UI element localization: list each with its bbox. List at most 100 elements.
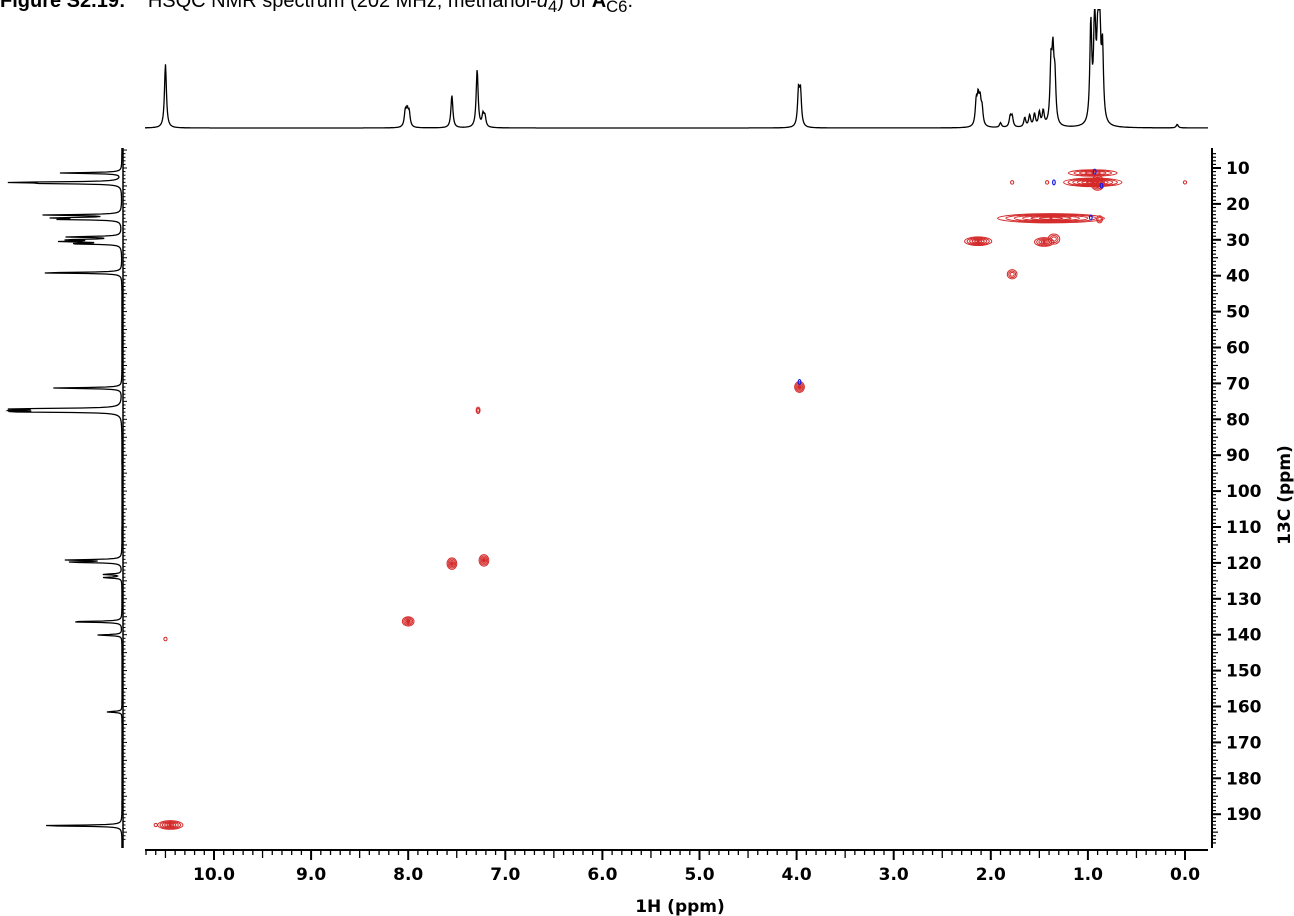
negative-peak — [1052, 179, 1056, 186]
contour-ring — [964, 236, 993, 247]
contour-ring — [1051, 236, 1057, 242]
contour-ring — [161, 821, 179, 829]
cross-peak — [401, 616, 415, 627]
contour-ring — [795, 382, 804, 392]
contour-ring — [969, 238, 988, 245]
contour-ring — [1005, 213, 1097, 223]
y-tick-label: 30 — [1226, 231, 1250, 251]
contour-ring — [476, 407, 480, 413]
cross-peak — [1090, 175, 1105, 191]
y-tick-label: 160 — [1226, 698, 1262, 718]
contour-ring — [475, 406, 481, 415]
contour-ring — [478, 554, 490, 567]
contour-ring — [1096, 215, 1103, 224]
y-tick-label: 100 — [1226, 482, 1262, 502]
x-tick-label: 9.0 — [296, 865, 326, 885]
contour-ring — [446, 557, 458, 570]
contour-core — [976, 239, 980, 244]
y-tick-label: 20 — [1226, 195, 1250, 215]
contour-core — [168, 822, 172, 828]
h1-projection-spectrum — [145, 9, 1208, 129]
cross-peak — [1006, 269, 1018, 280]
y-tick-label: 130 — [1226, 590, 1262, 610]
y-tick-label: 60 — [1226, 339, 1250, 359]
cross-peak — [964, 236, 993, 247]
y-tick-label: 150 — [1226, 662, 1262, 682]
x-tick-label: 8.0 — [393, 865, 423, 885]
contour-ring — [1006, 269, 1018, 280]
contour-ring — [403, 617, 414, 626]
y-tick-label: 80 — [1226, 410, 1250, 430]
cross-peak — [163, 636, 168, 642]
y-tick-label: 10 — [1226, 159, 1250, 179]
contour-ring — [1010, 180, 1015, 185]
cross-peak — [1182, 180, 1188, 185]
c13-projection-axis — [122, 148, 127, 848]
contour-ring — [1033, 237, 1055, 247]
contour-core — [1042, 239, 1046, 245]
y-tick-label: 110 — [1226, 518, 1262, 538]
cross-peak-contours — [153, 168, 1188, 830]
cross-peak — [794, 381, 805, 393]
cross-peak — [475, 406, 481, 415]
contour-ring — [480, 556, 488, 565]
contour-ring — [1182, 180, 1188, 185]
contour-ring — [1022, 215, 1080, 222]
caption-label: Figure S2.19: — [0, 0, 126, 12]
contour-ring — [1049, 235, 1059, 244]
contour-ring — [153, 822, 158, 828]
contour-ring — [401, 616, 415, 627]
caption-text-after: ) of — [557, 0, 587, 12]
x-tick-label: 4.0 — [782, 865, 812, 885]
contour-ring — [1090, 175, 1105, 191]
contour-core — [406, 619, 410, 624]
y-tick-label: 90 — [1226, 446, 1250, 466]
x-tick-label: 10.0 — [193, 865, 235, 885]
cross-peak — [153, 822, 158, 828]
contour-ring — [1073, 170, 1113, 177]
cross-peak — [1067, 169, 1118, 177]
contour-ring — [1091, 176, 1104, 190]
contour-ring — [1067, 169, 1118, 177]
contour-ring — [1013, 214, 1089, 222]
x-tick-label: 1.0 — [1073, 865, 1103, 885]
c13-projection-spectrum — [5, 148, 123, 848]
cross-peak — [997, 213, 1105, 224]
contour-ring — [1008, 270, 1017, 279]
caption-solvent-subscript: 4 — [547, 0, 558, 16]
y-tick-label: 140 — [1226, 626, 1262, 646]
cross-peak — [1010, 180, 1015, 185]
negative-peak — [1088, 214, 1093, 221]
cross-peak — [1047, 233, 1061, 245]
cross-peak — [157, 820, 184, 830]
x-axis: 10.0 9.0 8.0 7.0 6.0 5.0 4.0 3.0 2.0 1.0 0.0 — [145, 849, 1208, 885]
cross-peak — [1096, 215, 1103, 224]
x-tick-label: 6.0 — [587, 865, 617, 885]
cross-peak — [1033, 237, 1055, 247]
contour-ring — [447, 558, 457, 569]
negative-peak — [797, 378, 802, 385]
y-tick-label: 180 — [1226, 769, 1262, 789]
contour-ring — [1009, 271, 1015, 277]
y-tick-label: 70 — [1226, 374, 1250, 394]
negative-peak — [1092, 168, 1097, 175]
figure-caption: Figure S2.19: HSQC NMR spectrum (202 MHz… — [0, 0, 633, 16]
contour-core — [798, 384, 801, 390]
contour-ring — [448, 559, 456, 568]
y-axis-title: 13C (ppm) — [1275, 445, 1294, 545]
x-tick-label: 0.0 — [1170, 865, 1200, 885]
y-axis: 10 20 30 40 50 60 70 80 90 100 110 120 130 140 150 160 1… — [1211, 148, 1262, 848]
contour-ring — [1097, 216, 1102, 222]
y-tick-label: 50 — [1226, 303, 1250, 323]
c13-trace-line — [5, 148, 123, 848]
contour-core — [1049, 216, 1053, 221]
x-tick-label: 5.0 — [684, 865, 714, 885]
y-tick-label: 190 — [1226, 805, 1262, 825]
contour-ring — [966, 237, 990, 246]
y-tick-label: 40 — [1226, 267, 1250, 287]
contour-ring — [1045, 180, 1050, 185]
caption-compound-subscript: C6 — [606, 0, 628, 16]
contour-core — [1096, 180, 1100, 186]
x-tick-label: 2.0 — [976, 865, 1006, 885]
